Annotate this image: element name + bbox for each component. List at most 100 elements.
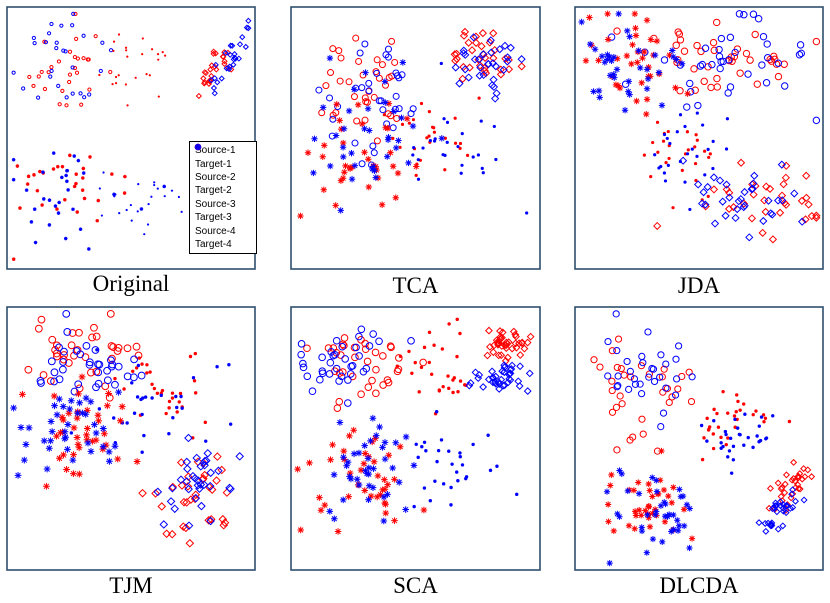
point-target-2 <box>175 405 179 410</box>
point-source-2 <box>156 53 160 56</box>
point-target-1 <box>724 56 733 64</box>
point-source-1 <box>617 364 625 373</box>
point-target-4 <box>701 200 710 209</box>
point-source-3 <box>50 392 58 400</box>
point-source-1 <box>74 70 80 75</box>
point-source-1 <box>713 74 721 83</box>
point-source-2 <box>432 343 436 347</box>
point-target-1 <box>662 384 670 392</box>
point-source-4 <box>516 351 525 359</box>
point-source-4 <box>480 66 489 76</box>
point-target-3 <box>350 86 358 93</box>
point-target-4 <box>789 503 797 511</box>
point-source-2 <box>761 413 766 417</box>
point-target-3 <box>336 419 344 426</box>
point-target-2 <box>683 124 687 129</box>
point-target-1 <box>639 359 647 367</box>
point-target-3 <box>644 511 651 518</box>
point-target-2 <box>191 375 196 380</box>
point-source-1 <box>329 111 337 119</box>
point-source-1 <box>364 383 373 391</box>
point-source-4 <box>212 476 221 485</box>
point-source-3 <box>604 36 612 43</box>
point-target-1 <box>46 31 52 36</box>
point-target-3 <box>361 442 368 449</box>
point-target-4 <box>471 368 480 377</box>
panel-dlcda <box>574 306 824 571</box>
point-source-1 <box>676 87 684 95</box>
point-target-3 <box>395 478 403 486</box>
point-target-1 <box>604 337 612 346</box>
point-target-4 <box>245 17 252 24</box>
point-source-4 <box>186 495 196 504</box>
legend-label: Source-2 <box>195 171 236 183</box>
point-target-1 <box>716 64 724 73</box>
point-source-3 <box>629 41 636 48</box>
point-source-1 <box>48 335 57 344</box>
point-source-2 <box>707 155 711 160</box>
point-target-3 <box>78 227 83 232</box>
point-source-1 <box>79 102 84 107</box>
point-source-4 <box>509 327 518 336</box>
point-source-4 <box>494 351 503 360</box>
point-source-4 <box>200 470 209 480</box>
point-target-2 <box>701 123 705 127</box>
point-source-3 <box>354 101 362 108</box>
point-target-2 <box>179 394 183 399</box>
point-target-1 <box>332 336 341 345</box>
point-target-1 <box>129 373 138 382</box>
point-source-2 <box>155 391 160 395</box>
point-source-2 <box>738 408 742 412</box>
point-target-2 <box>678 113 683 117</box>
point-target-1 <box>85 358 94 367</box>
point-target-1 <box>337 372 346 381</box>
point-target-3 <box>99 425 107 432</box>
point-source-3 <box>75 390 82 398</box>
point-source-4 <box>808 473 816 481</box>
point-target-1 <box>103 376 112 385</box>
point-target-1 <box>375 97 383 105</box>
point-source-3 <box>83 431 90 439</box>
point-source-3 <box>595 57 602 64</box>
point-source-4 <box>787 494 795 502</box>
legend-label: Target-1 <box>195 158 232 170</box>
point-target-3 <box>653 488 661 495</box>
point-target-1 <box>717 34 726 43</box>
point-source-3 <box>297 526 304 534</box>
point-source-1 <box>348 372 357 381</box>
point-source-3 <box>665 493 672 500</box>
point-source-1 <box>730 53 739 61</box>
point-source-1 <box>668 393 676 401</box>
point-target-3 <box>11 157 16 162</box>
point-source-3 <box>365 453 372 461</box>
point-source-1 <box>109 343 118 351</box>
point-target-3 <box>348 175 356 183</box>
point-target-4 <box>488 59 498 68</box>
point-target-2 <box>663 179 668 183</box>
point-source-2 <box>446 374 450 378</box>
point-target-3 <box>82 410 90 418</box>
point-source-2 <box>150 48 154 51</box>
point-source-1 <box>379 352 387 360</box>
point-target-4 <box>475 55 484 64</box>
point-target-2 <box>711 166 715 171</box>
point-source-3 <box>55 164 60 169</box>
point-source-2 <box>736 399 740 404</box>
point-target-3 <box>340 153 347 161</box>
point-target-2 <box>441 482 446 486</box>
point-source-3 <box>340 456 348 463</box>
point-target-3 <box>355 481 363 489</box>
point-target-1 <box>379 106 387 114</box>
point-source-1 <box>373 56 381 64</box>
point-source-3 <box>605 501 612 508</box>
point-source-1 <box>337 54 345 62</box>
point-source-1 <box>108 69 113 75</box>
point-target-3 <box>652 511 659 518</box>
point-source-3 <box>81 166 86 171</box>
caption-jda: JDA <box>677 273 721 298</box>
point-source-3 <box>381 485 389 493</box>
point-target-1 <box>384 45 392 53</box>
point-target-3 <box>674 517 681 524</box>
point-source-4 <box>758 228 767 237</box>
point-source-1 <box>627 373 635 381</box>
